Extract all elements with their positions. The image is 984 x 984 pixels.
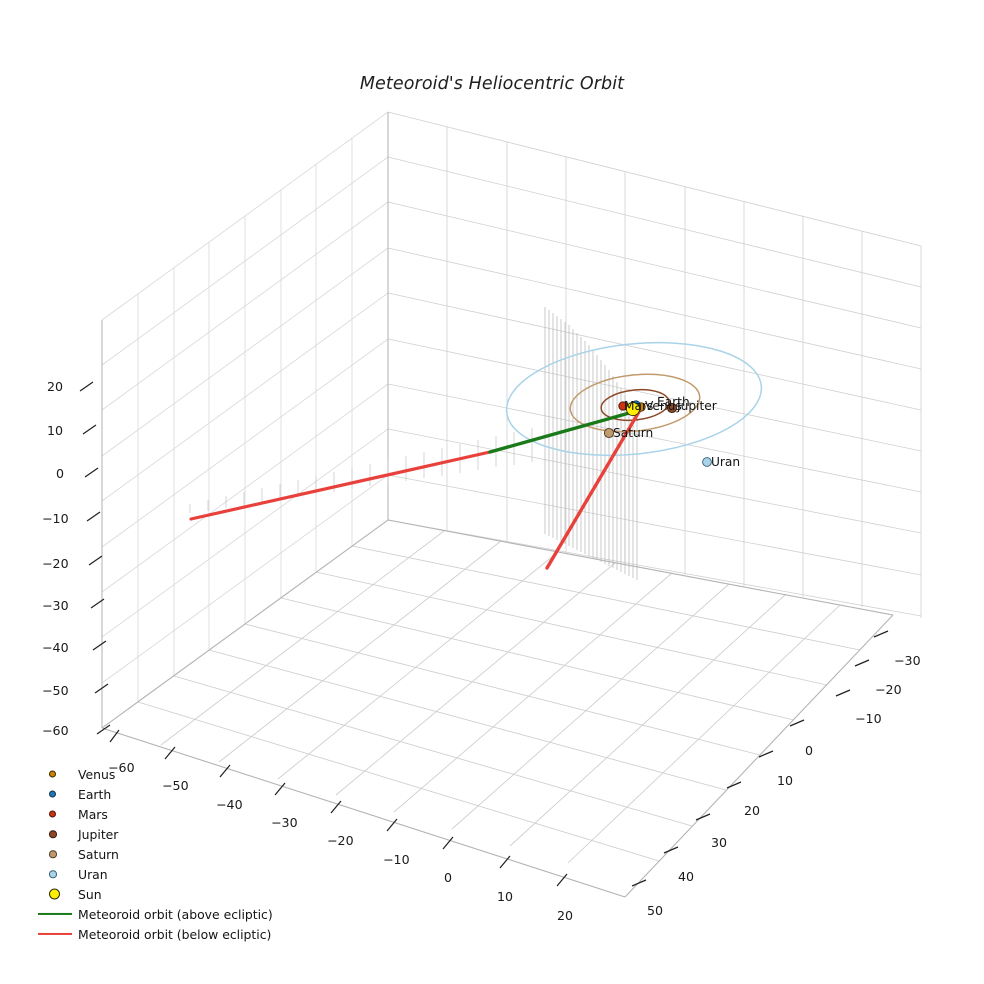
legend-marker-dot-mars — [49, 810, 56, 818]
planet-marker-uran — [702, 457, 712, 467]
legend-marker-uran — [36, 864, 74, 884]
legend-item[interactable]: Mars — [36, 804, 356, 824]
z-axis-tick-label: −50 — [42, 683, 69, 698]
x-axis-tick-label: 10 — [497, 889, 514, 904]
legend-marker-venus — [36, 764, 74, 784]
meteoroid-orbit-below-ecliptic-right — [545, 408, 642, 570]
planet-label-uran: Uran — [711, 455, 741, 469]
legend-marker-dot-earth — [49, 790, 56, 798]
x-axis-tick-label: 20 — [557, 908, 574, 923]
legend-label: Sun — [78, 886, 102, 902]
y-axis-tick-label: 50 — [647, 903, 664, 918]
meteoroid-orbit-below-ecliptic-left — [189, 450, 492, 521]
legend-marker-line — [38, 932, 72, 936]
legend-item[interactable]: Sun — [36, 884, 356, 904]
planet-label-earth: Earth — [657, 395, 690, 409]
legend-label: Uran — [78, 866, 108, 882]
y-axis-tick-label: −30 — [894, 653, 921, 668]
z-axis-tick-label: 10 — [47, 423, 64, 438]
meteoroid-orbit-above-ecliptic — [488, 408, 642, 454]
planet-label-mars: Mars — [624, 399, 654, 413]
z-axis-tick-label: −40 — [42, 640, 69, 655]
legend-marker-dot-sun — [49, 888, 60, 900]
planet-marker-saturn — [603, 427, 615, 439]
legend-label: Mars — [78, 806, 108, 822]
uran-orbit-ring — [505, 341, 763, 457]
x-axis-tick-label: −40 — [216, 797, 243, 812]
z-axis-tick-label: 20 — [47, 379, 64, 394]
z-axis-tick-label: −10 — [42, 511, 69, 526]
page-title: Meteoroid's Heliocentric Orbit — [359, 74, 625, 94]
legend-item[interactable]: Venus — [36, 764, 356, 784]
x-axis-tick-label: −10 — [383, 852, 410, 867]
legend-marker-sun — [36, 884, 74, 904]
legend-marker-dot-venus — [49, 770, 56, 778]
legend-marker-line-wrap — [36, 924, 74, 944]
x-axis-ticks — [109, 729, 568, 887]
y-axis-tick-label: 0 — [805, 743, 814, 758]
legend-marker-dot-uran — [49, 870, 57, 878]
legend-item[interactable]: Meteoroid orbit (below ecliptic) — [36, 924, 356, 944]
legend-item[interactable]: Jupiter — [36, 824, 356, 844]
meteoroid-stem-lines — [544, 307, 638, 580]
planet-marker-sun — [625, 401, 641, 417]
legend-marker-saturn — [36, 844, 74, 864]
legend-marker-dot-jupiter — [49, 830, 57, 838]
y-axis-tick-label: −20 — [875, 682, 902, 697]
y-axis-tick-label: 40 — [678, 869, 695, 884]
legend-marker-dot-saturn — [49, 850, 57, 858]
legend-label: Jupiter — [78, 826, 119, 842]
orbit-rings — [505, 341, 763, 457]
saturn-orbit-ring — [569, 373, 701, 433]
legend-label: Venus — [78, 766, 116, 782]
legend-label: Meteoroid orbit (below ecliptic) — [78, 926, 272, 942]
legend-item[interactable]: Meteoroid orbit (above ecliptic) — [36, 904, 356, 924]
planet-marker-jupiter — [666, 402, 678, 414]
y-axis-tick-label: 20 — [744, 803, 761, 818]
z-axis-tick-label: −30 — [42, 598, 69, 613]
legend-marker-jupiter — [36, 824, 74, 844]
x-axis-tick-label: −60 — [108, 760, 135, 775]
legend-item[interactable]: Uran — [36, 864, 356, 884]
z-axis-tick-label: −60 — [42, 723, 69, 738]
y-axis-tick-label: 30 — [711, 835, 728, 850]
legend-label: Saturn — [78, 846, 119, 862]
x-axis-tick-label: 0 — [444, 870, 453, 885]
x-axis-tick-label: −50 — [162, 778, 189, 793]
legend: Venus Earth Mars Jupiter Saturn Uran Sun Meteor… — [36, 764, 356, 944]
y-axis-tick-label: 10 — [777, 773, 794, 788]
planet-label-jupiter: Jupiter — [677, 399, 717, 413]
legend-label: Meteoroid orbit (above ecliptic) — [78, 906, 273, 922]
legend-marker-mars — [36, 804, 74, 824]
legend-marker-line-wrap — [36, 904, 74, 924]
planet-label-venus: Venus — [645, 399, 682, 413]
y-axis-tick-label: −10 — [855, 711, 882, 726]
legend-item[interactable]: Saturn — [36, 844, 356, 864]
right-pane — [388, 112, 921, 615]
z-axis-tick-label: −20 — [42, 556, 69, 571]
legend-label: Earth — [78, 786, 112, 802]
legend-marker-earth — [36, 784, 74, 804]
y-axis-ticks — [631, 630, 889, 887]
legend-marker-line — [38, 912, 72, 916]
x-axis-tick-label: −30 — [271, 815, 298, 830]
z-axis-ticks — [79, 381, 111, 735]
jupiter-orbit-ring — [600, 388, 670, 422]
legend-item[interactable]: Earth — [36, 784, 356, 804]
z-axis-tick-label: 0 — [56, 466, 65, 481]
planet-markers — [603, 400, 712, 467]
x-axis-tick-label: −20 — [327, 833, 354, 848]
planet-label-saturn: Saturn — [613, 426, 654, 440]
